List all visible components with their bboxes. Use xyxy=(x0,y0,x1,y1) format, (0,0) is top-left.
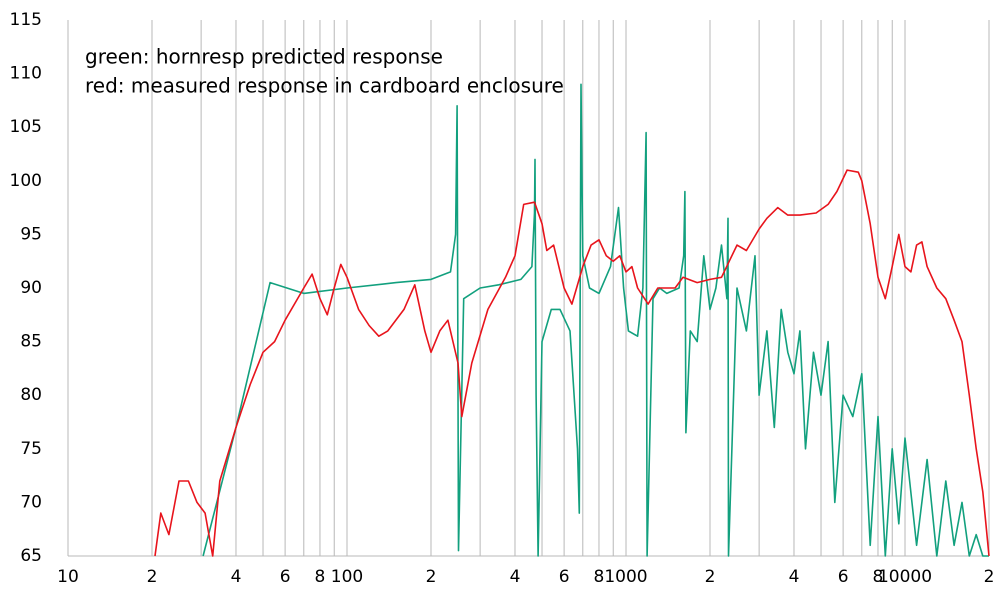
x-tick-label: 4 xyxy=(789,567,800,587)
x-tick-label: 6 xyxy=(559,567,570,587)
y-tick-label: 70 xyxy=(20,492,42,512)
x-tick-label: 6 xyxy=(280,567,291,587)
x-tick-label: 4 xyxy=(231,567,242,587)
series-line xyxy=(154,169,990,557)
annotation: green: hornresp predicted response xyxy=(85,45,443,69)
y-tick-label: 100 xyxy=(10,171,42,191)
x-tick-label: 1000 xyxy=(604,567,647,587)
x-tick-label: 2 xyxy=(147,567,158,587)
y-tick-label: 95 xyxy=(20,224,42,244)
x-tick-label: 2 xyxy=(426,567,437,587)
x-tick-label: 6 xyxy=(838,567,849,587)
y-tick-label: 85 xyxy=(20,332,42,352)
series-line xyxy=(202,83,989,557)
y-tick-label: 105 xyxy=(10,117,42,137)
x-tick-label: 8 xyxy=(315,567,326,587)
y-tick-label: 65 xyxy=(20,546,42,566)
x-tick-label: 2 xyxy=(705,567,716,587)
y-tick-label: 80 xyxy=(20,385,42,405)
x-tick-label: 8 xyxy=(594,567,605,587)
annotation: red: measured response in cardboard encl… xyxy=(85,74,564,98)
x-tick-label: 10000 xyxy=(878,567,932,587)
y-tick-label: 115 xyxy=(10,10,42,30)
x-tick-label: 4 xyxy=(510,567,521,587)
y-tick-label: 90 xyxy=(20,278,42,298)
x-tick-label: 2 xyxy=(984,567,995,587)
y-tick-label: 75 xyxy=(20,439,42,459)
x-tick-label: 100 xyxy=(331,567,363,587)
x-tick-label: 10 xyxy=(57,567,79,587)
x-tick-label: 8 xyxy=(873,567,884,587)
y-tick-label: 110 xyxy=(10,64,42,84)
